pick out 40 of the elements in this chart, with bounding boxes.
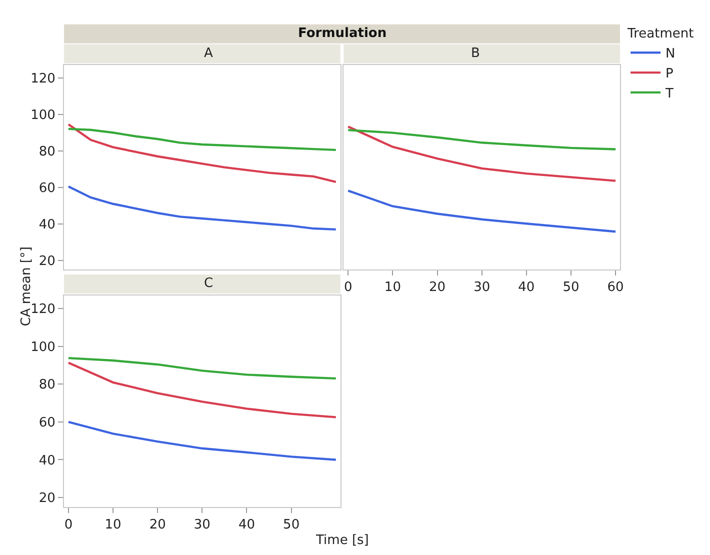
x-tick-label: 60 (607, 280, 624, 296)
x-tick-label: 0 (64, 518, 73, 533)
y-tick-label: 60 (38, 180, 56, 196)
y-tick-label: 120 (30, 71, 56, 86)
line-series (67, 128, 337, 152)
x-tick-label: 10 (384, 280, 401, 296)
chart-title: B (471, 46, 480, 61)
y-tick-label: 80 (38, 378, 56, 393)
y-tick-label: 100 (30, 108, 56, 123)
x-tick-label: 10 (104, 518, 122, 533)
line-series (67, 356, 337, 380)
y-tick-label: 40 (38, 453, 56, 468)
line-series (67, 362, 337, 418)
x-tick-label: 50 (283, 518, 300, 533)
x-tick-label: 20 (428, 280, 446, 296)
x-tick-label: 40 (238, 518, 256, 533)
chart-title: A (204, 46, 213, 61)
legend-label: T (664, 86, 674, 102)
x-tick-label: 30 (194, 518, 210, 533)
legend-label: P (666, 66, 674, 82)
line-series (67, 185, 337, 231)
y-tick-label: 20 (38, 254, 56, 270)
chart-title: C (204, 276, 214, 291)
line-series (67, 123, 337, 184)
y-tick-label: 20 (38, 491, 56, 506)
legend-title: Treatment (626, 26, 694, 42)
y-tick-label: 100 (30, 340, 56, 355)
line-series (67, 420, 337, 461)
x-axis-title: Time [s] (315, 533, 369, 548)
y-tick-label: 80 (38, 144, 56, 160)
x-tick-label: 40 (518, 280, 535, 296)
text: Formulation (298, 26, 387, 41)
x-tick-label: 50 (562, 280, 580, 296)
y-tick-label: 40 (38, 218, 56, 233)
x-tick-label: 20 (149, 518, 166, 533)
x-tick-label: 0 (344, 280, 352, 296)
legend-label: N (666, 46, 676, 62)
y-tick-label: 60 (38, 415, 56, 430)
x-tick-label: 30 (474, 280, 490, 296)
y-tick-label: 120 (30, 302, 56, 318)
